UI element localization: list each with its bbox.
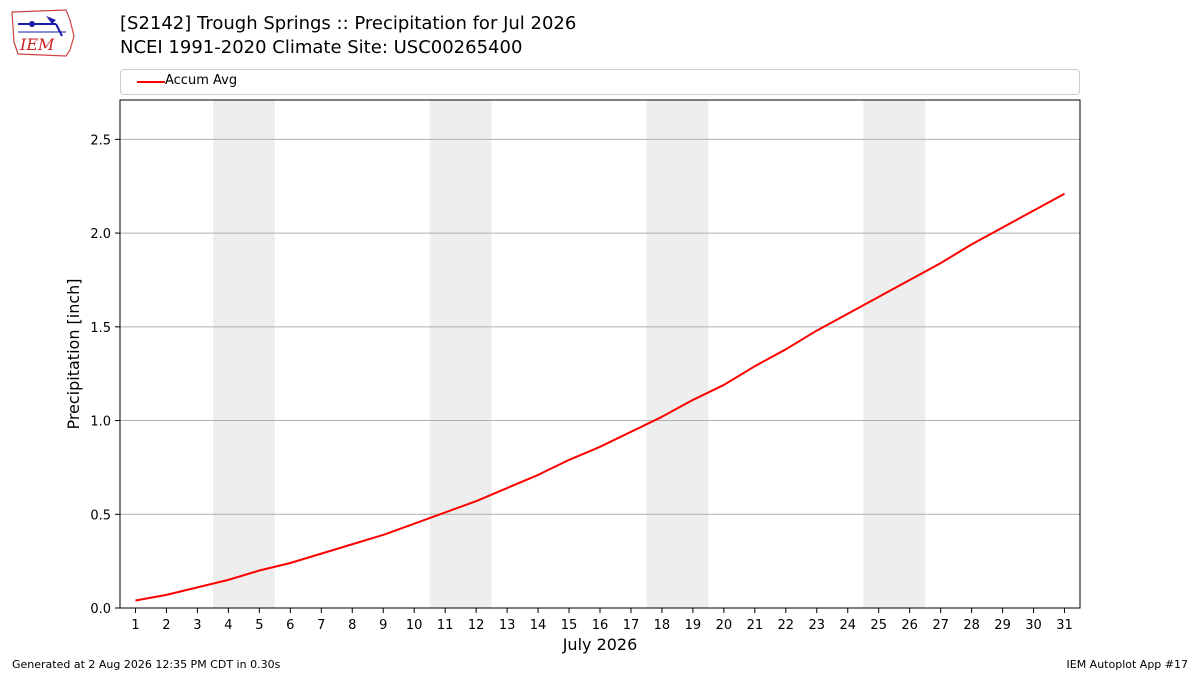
legend-swatch-accum-avg — [137, 81, 165, 83]
x-tick-label: 31 — [1056, 618, 1073, 633]
legend-label-accum-avg: Accum Avg — [165, 73, 238, 88]
iem-logo: IEM — [11, 9, 75, 57]
x-tick-label: 19 — [685, 618, 702, 633]
x-tick-label: 30 — [1025, 618, 1042, 633]
chart-subtitle: NCEI 1991-2020 Climate Site: USC00265400 — [120, 37, 523, 58]
x-tick-label: 27 — [932, 618, 949, 633]
x-tick-label: 4 — [224, 618, 232, 633]
x-tick-label: 13 — [499, 618, 516, 633]
plot-frame — [119, 99, 1081, 609]
x-tick-label: 14 — [530, 618, 547, 633]
x-tick-label: 15 — [561, 618, 578, 633]
x-tick-label: 11 — [437, 618, 454, 633]
y-axis-label: Precipitation [inch] — [64, 278, 83, 429]
weekend-band-2 — [429, 100, 492, 608]
x-tick-label: 20 — [716, 618, 733, 633]
x-tick-label: 8 — [348, 618, 356, 633]
x-tick-label: 24 — [839, 618, 856, 633]
footer-generated: Generated at 2 Aug 2026 12:35 PM CDT in … — [12, 658, 281, 671]
x-tick-label: 7 — [317, 618, 325, 633]
x-tick-label: 17 — [623, 618, 640, 633]
y-tick-label: 1.5 — [90, 321, 111, 336]
weekend-band-3 — [646, 100, 709, 608]
y-tick-label: 0.5 — [90, 508, 111, 523]
series-line-accum-avg — [135, 192, 1065, 602]
x-tick-label: 16 — [592, 618, 609, 633]
y-tick-label: 2.0 — [90, 227, 111, 242]
x-tick-label: 6 — [286, 618, 294, 633]
footer-app: IEM Autoplot App #17 — [1066, 658, 1189, 671]
x-tick-label: 22 — [778, 618, 795, 633]
x-tick-label: 10 — [406, 618, 423, 633]
x-tick-label: 21 — [747, 618, 764, 633]
y-tick-label: 0.0 — [90, 602, 111, 617]
y-tick-label: 1.0 — [90, 415, 111, 430]
x-tick-label: 5 — [255, 618, 263, 633]
y-tick-label: 2.5 — [90, 133, 111, 148]
chart-title: [S2142] Trough Springs :: Precipitation … — [120, 13, 577, 34]
x-tick-label: 3 — [193, 618, 201, 633]
x-tick-label: 28 — [963, 618, 980, 633]
legend: Accum Avg — [120, 69, 1080, 95]
x-tick-label: 9 — [379, 618, 387, 633]
x-tick-label: 26 — [901, 618, 918, 633]
x-tick-label: 23 — [809, 618, 826, 633]
x-tick-label: 12 — [468, 618, 485, 633]
x-tick-label: 18 — [654, 618, 671, 633]
x-tick-label: 25 — [870, 618, 887, 633]
weekend-band-4 — [863, 100, 926, 608]
x-tick-label: 1 — [131, 618, 139, 633]
x-axis-label: July 2026 — [562, 635, 638, 654]
x-tick-label: 2 — [162, 618, 170, 633]
x-tick-label: 29 — [994, 618, 1011, 633]
weekend-band-1 — [212, 100, 275, 608]
logo-text: IEM — [19, 35, 55, 54]
